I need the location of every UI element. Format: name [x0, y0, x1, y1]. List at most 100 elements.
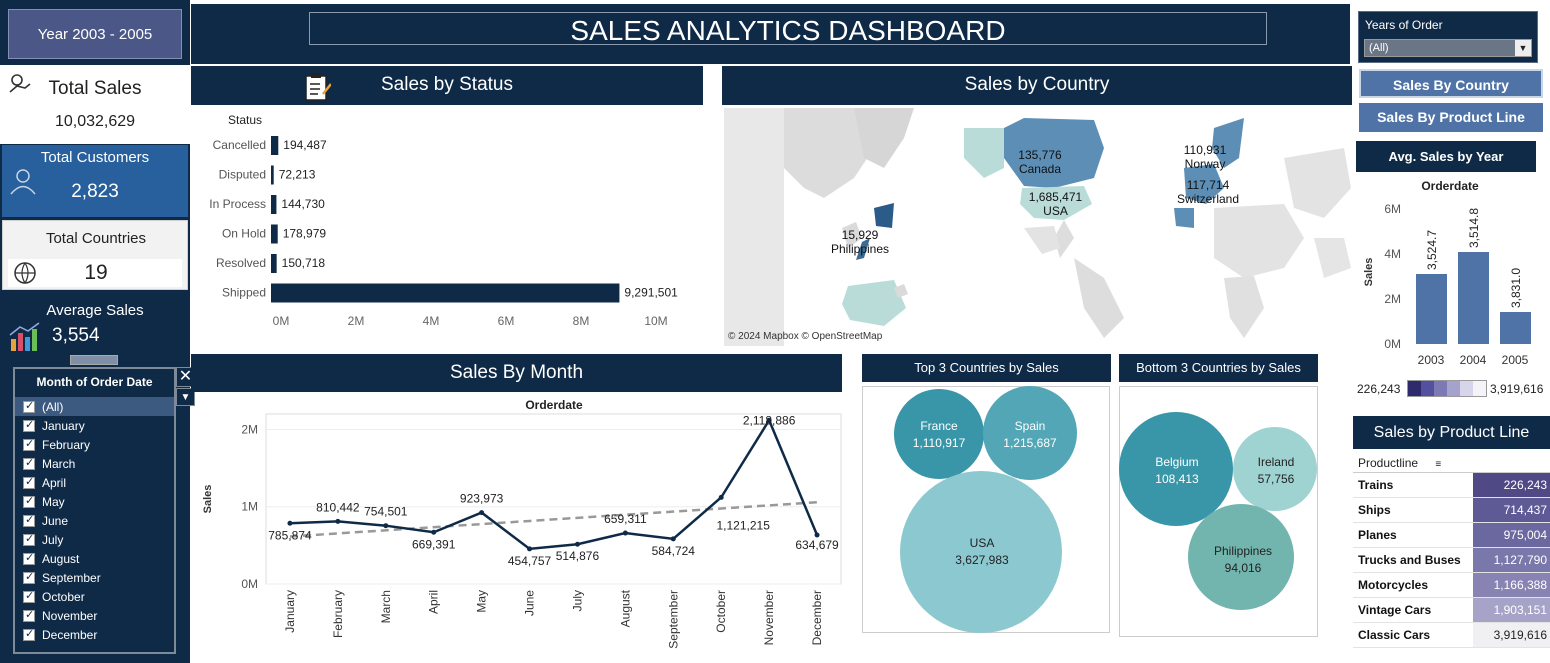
year-x-tick: 2003 — [1418, 353, 1445, 367]
checkbox-checked-icon[interactable] — [23, 399, 35, 413]
table-row[interactable]: Ships 714,437 — [1353, 498, 1550, 523]
sales-by-product-line-button[interactable]: Sales By Product Line — [1359, 103, 1543, 132]
month-y-axis-label: Sales — [202, 485, 214, 514]
table-row[interactable]: Motorcycles 1,166,388 — [1353, 573, 1550, 598]
year-bar-label: 3,831.0 — [1509, 268, 1523, 308]
month-data-label: 754,501 — [364, 505, 408, 519]
month-filter-label: (All) — [42, 399, 64, 414]
month-filter-item[interactable]: August — [15, 549, 174, 568]
status-category-label: Cancelled — [213, 138, 266, 152]
table-row[interactable]: Planes 975,004 — [1353, 523, 1550, 548]
checkbox-checked-icon[interactable] — [23, 456, 35, 470]
top3-bubble-chart: France 1,110,917 Spain 1,215,687 USA 3,6… — [894, 386, 1077, 633]
bubble-belgium-name: Belgium — [1155, 455, 1198, 469]
bubble-france[interactable] — [894, 389, 984, 479]
status-value-label: 194,487 — [283, 138, 327, 152]
years-filter: Years of Order (All) ▼ — [1358, 11, 1538, 63]
bubble-usa-value: 3,627,983 — [955, 553, 1009, 567]
map-attribution[interactable]: © 2024 Mapbox © OpenStreetMap — [728, 331, 883, 342]
bubble-ireland[interactable] — [1233, 427, 1317, 511]
month-data-label: 810,442 — [316, 500, 360, 514]
status-axis-header: Status — [228, 113, 263, 127]
year-range-button[interactable]: Year 2003 - 2005 — [8, 9, 182, 59]
month-filter-item[interactable]: March — [15, 454, 174, 473]
years-dropdown[interactable]: (All) ▼ — [1364, 39, 1532, 57]
product-name: Trucks and Buses — [1358, 553, 1461, 567]
chevron-down-icon[interactable]: ▼ — [176, 388, 195, 406]
year-y-tick: 2M — [1384, 292, 1401, 306]
checkbox-checked-icon[interactable] — [23, 551, 35, 565]
month-filter-item[interactable]: (All) — [15, 397, 174, 416]
status-x-tick: 8M — [573, 314, 590, 328]
checkbox-checked-icon[interactable] — [23, 494, 35, 508]
world-map[interactable] — [724, 108, 1351, 346]
bubble-usa[interactable] — [900, 471, 1062, 633]
product-sales-value: 1,166,388 — [1473, 573, 1550, 597]
month-point — [479, 510, 485, 516]
sales-by-country-button[interactable]: Sales By Country — [1359, 69, 1543, 98]
month-filter-item[interactable]: May — [15, 492, 174, 511]
checkbox-checked-icon[interactable] — [23, 570, 35, 584]
table-row[interactable]: Trucks and Buses 1,127,790 — [1353, 548, 1550, 573]
month-x-tick: August — [618, 589, 632, 627]
month-filter-item[interactable]: June — [15, 511, 174, 530]
month-filter-item[interactable]: April — [15, 473, 174, 492]
checkbox-checked-icon[interactable] — [23, 627, 35, 641]
month-filter-list: (All) January February March April May June Jul… — [15, 397, 174, 644]
total-sales-value: 10,032,629 — [54, 113, 136, 130]
month-filter-item[interactable]: January — [15, 416, 174, 435]
month-x-tick: March — [379, 590, 393, 623]
month-y-tick: 0M — [241, 577, 258, 591]
month-filter-label: March — [42, 456, 76, 471]
bubble-belgium[interactable] — [1119, 412, 1233, 526]
month-filter-item[interactable]: November — [15, 606, 174, 625]
status-bar — [271, 165, 274, 185]
table-row[interactable]: Vintage Cars 1,903,151 — [1353, 598, 1550, 623]
checkbox-checked-icon[interactable] — [23, 475, 35, 489]
status-category-label: Resolved — [216, 256, 266, 270]
month-filter-item[interactable]: October — [15, 587, 174, 606]
month-filter-item[interactable]: July — [15, 530, 174, 549]
bubble-philippines[interactable] — [1188, 504, 1294, 610]
table-row[interactable]: Classic Cars 3,919,616 — [1353, 623, 1550, 648]
checkbox-checked-icon[interactable] — [23, 437, 35, 451]
map-label-norway: 110,931 Norway — [1183, 143, 1227, 171]
month-point — [431, 529, 437, 535]
month-filter-item[interactable]: December — [15, 625, 174, 644]
checkbox-checked-icon[interactable] — [23, 513, 35, 527]
chart-growth-icon — [9, 322, 40, 351]
product-sales-value: 1,903,151 — [1473, 598, 1550, 622]
month-filter-label: January — [42, 418, 85, 433]
dropdown-arrow-icon[interactable]: ▼ — [1515, 40, 1531, 56]
status-bar — [271, 136, 279, 155]
product-table-header-row: Productline ≡ — [1353, 453, 1550, 473]
bubble-usa-name: USA — [970, 536, 995, 550]
column-header-productline[interactable]: Productline ≡ — [1358, 456, 1442, 470]
status-x-tick: 6M — [498, 314, 515, 328]
table-row[interactable]: Trains 226,243 — [1353, 473, 1550, 498]
year-bar — [1500, 312, 1531, 344]
checkbox-checked-icon[interactable] — [23, 418, 35, 432]
month-data-label: 659,311 — [604, 512, 647, 526]
legend-min: 226,243 — [1357, 382, 1401, 396]
month-filter-item[interactable]: February — [15, 435, 174, 454]
month-header: Sales By Month — [191, 354, 842, 392]
status-value-label: 178,979 — [283, 227, 327, 241]
product-rows: Trains 226,243 Ships 714,437 Planes 975,004 Tr… — [1353, 473, 1550, 648]
checkbox-checked-icon[interactable] — [23, 608, 35, 622]
month-filter-item[interactable]: September — [15, 568, 174, 587]
scroll-grip[interactable] — [70, 355, 118, 365]
product-sales-value: 975,004 — [1473, 523, 1550, 547]
bubble-spain[interactable] — [983, 386, 1077, 480]
sort-icon[interactable]: ≡ — [1435, 459, 1442, 470]
month-filter-label: August — [42, 551, 80, 566]
year-y-tick: 6M — [1384, 202, 1401, 216]
month-filter-label: April — [42, 475, 67, 490]
month-filter-label: October — [42, 589, 85, 604]
checkbox-checked-icon[interactable] — [23, 589, 35, 603]
month-filter-label: November — [42, 608, 98, 623]
status-bar — [271, 283, 620, 303]
product-name: Vintage Cars — [1358, 603, 1432, 617]
avg-sales-year-chart: Sales 0M 2M 4M 6M 3,524.7 2003 3,514.8 2004 3,831… — [1363, 202, 1531, 367]
checkbox-checked-icon[interactable] — [23, 532, 35, 546]
